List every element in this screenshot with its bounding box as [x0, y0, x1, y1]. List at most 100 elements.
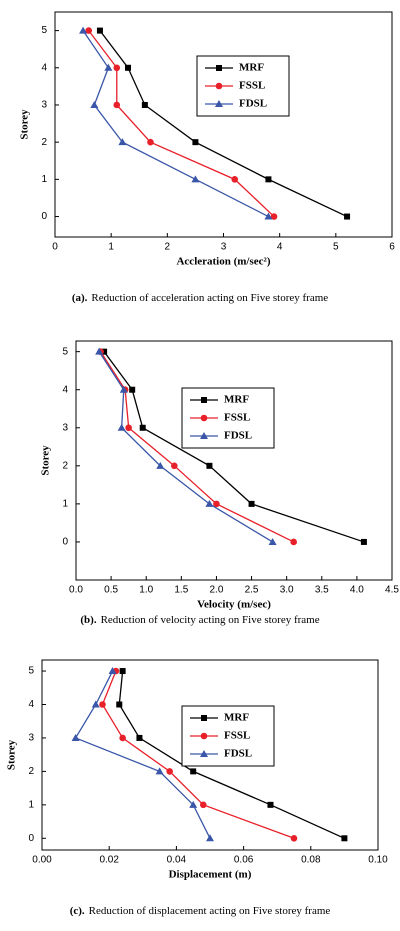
x-tick-label: 0.5	[104, 585, 118, 596]
x-tick-label: 3.0	[280, 585, 294, 596]
marker	[200, 732, 208, 740]
x-tick-label: 2	[165, 242, 171, 253]
marker	[113, 64, 121, 72]
plot-frame	[75, 340, 393, 581]
marker	[119, 734, 126, 742]
y-tick-label: 2	[28, 766, 34, 777]
plot-frame	[54, 11, 393, 238]
marker	[205, 499, 214, 507]
marker	[118, 138, 127, 146]
marker	[206, 834, 214, 842]
x-axis-label: Velocity (m/sec)	[197, 599, 271, 611]
x-tick-label: 0.00	[32, 855, 52, 866]
x-tick-label: 0.10	[368, 855, 388, 866]
legend-label: FDSL	[239, 98, 267, 110]
y-tick-label: 5	[41, 25, 47, 36]
series-line	[99, 30, 348, 218]
marker	[96, 27, 103, 34]
x-axis-label: Accleration (m/sec²)	[176, 256, 270, 268]
marker	[113, 101, 121, 109]
y-tick-label: 4	[28, 699, 34, 710]
caption-text: Reduction of acceleration acting on Five…	[91, 292, 328, 304]
caption: (a). Reduction of acceleration acting on …	[72, 292, 328, 304]
marker	[344, 213, 351, 220]
marker	[201, 397, 207, 403]
x-tick-label: 6	[389, 242, 395, 253]
marker	[90, 100, 99, 108]
caption-label: (c).	[70, 905, 85, 917]
caption-text: Reduction of velocity acting on Five sto…	[101, 614, 320, 626]
legend-label: MRF	[224, 394, 249, 406]
marker	[264, 212, 273, 220]
x-tick-label: 0.02	[99, 855, 119, 866]
series-line	[103, 351, 365, 543]
x-tick-label: 1	[108, 242, 114, 253]
marker	[189, 800, 198, 808]
x-tick-label: 4.5	[385, 585, 399, 596]
marker	[108, 667, 117, 675]
y-tick-label: 3	[62, 422, 68, 433]
y-axis-label: Storey	[6, 739, 18, 770]
x-tick-label: 0.06	[234, 855, 254, 866]
marker	[79, 26, 88, 34]
marker	[99, 701, 106, 708]
marker	[200, 432, 208, 439]
x-tick-label: 3.5	[315, 585, 329, 596]
marker	[141, 101, 148, 108]
marker	[147, 138, 154, 146]
y-tick-label: 0	[41, 211, 47, 222]
x-tick-label: 0.04	[167, 855, 187, 866]
marker	[215, 82, 223, 90]
y-tick-label: 2	[41, 137, 47, 148]
marker	[206, 462, 213, 469]
marker	[166, 768, 173, 775]
x-tick-label: 0.0	[69, 585, 83, 596]
legend-label: FSSL	[224, 412, 250, 424]
series-line	[98, 351, 273, 543]
marker	[119, 668, 126, 675]
marker	[200, 414, 208, 422]
y-tick-label: 4	[62, 384, 68, 395]
x-tick-label: 4	[277, 242, 283, 253]
x-tick-label: 2.0	[209, 585, 223, 596]
marker	[91, 700, 100, 708]
marker	[190, 768, 197, 775]
legend-label: FSSL	[224, 730, 250, 742]
x-tick-label: 0	[52, 242, 58, 253]
marker	[119, 385, 128, 393]
marker	[101, 348, 108, 355]
marker	[155, 767, 164, 775]
marker	[248, 500, 255, 507]
marker	[213, 500, 220, 508]
marker	[171, 462, 178, 470]
marker	[200, 750, 208, 757]
marker	[201, 715, 207, 721]
legend-label: FDSL	[224, 430, 252, 442]
marker	[215, 100, 223, 107]
series-line	[82, 30, 269, 218]
marker	[95, 347, 104, 355]
y-tick-label: 0	[62, 537, 68, 548]
marker	[139, 424, 146, 431]
series-line	[101, 670, 295, 839]
marker	[231, 176, 239, 183]
marker	[199, 801, 207, 809]
caption-label: (b).	[80, 614, 96, 626]
caption-label: (a).	[72, 292, 88, 304]
marker	[116, 701, 123, 708]
marker	[290, 834, 298, 842]
marker	[125, 424, 132, 432]
marker	[290, 538, 297, 546]
y-tick-label: 1	[41, 174, 47, 185]
x-tick-label: 1.0	[139, 585, 153, 596]
marker	[117, 423, 126, 431]
y-axis-label: Storey	[40, 445, 52, 476]
y-tick-label: 3	[28, 733, 34, 744]
y-tick-label: 1	[62, 499, 68, 510]
marker	[71, 733, 80, 741]
marker	[341, 835, 348, 842]
caption: (b). Reduction of velocity acting on Five…	[80, 614, 319, 626]
series-line	[118, 670, 345, 839]
series-line	[88, 30, 275, 218]
